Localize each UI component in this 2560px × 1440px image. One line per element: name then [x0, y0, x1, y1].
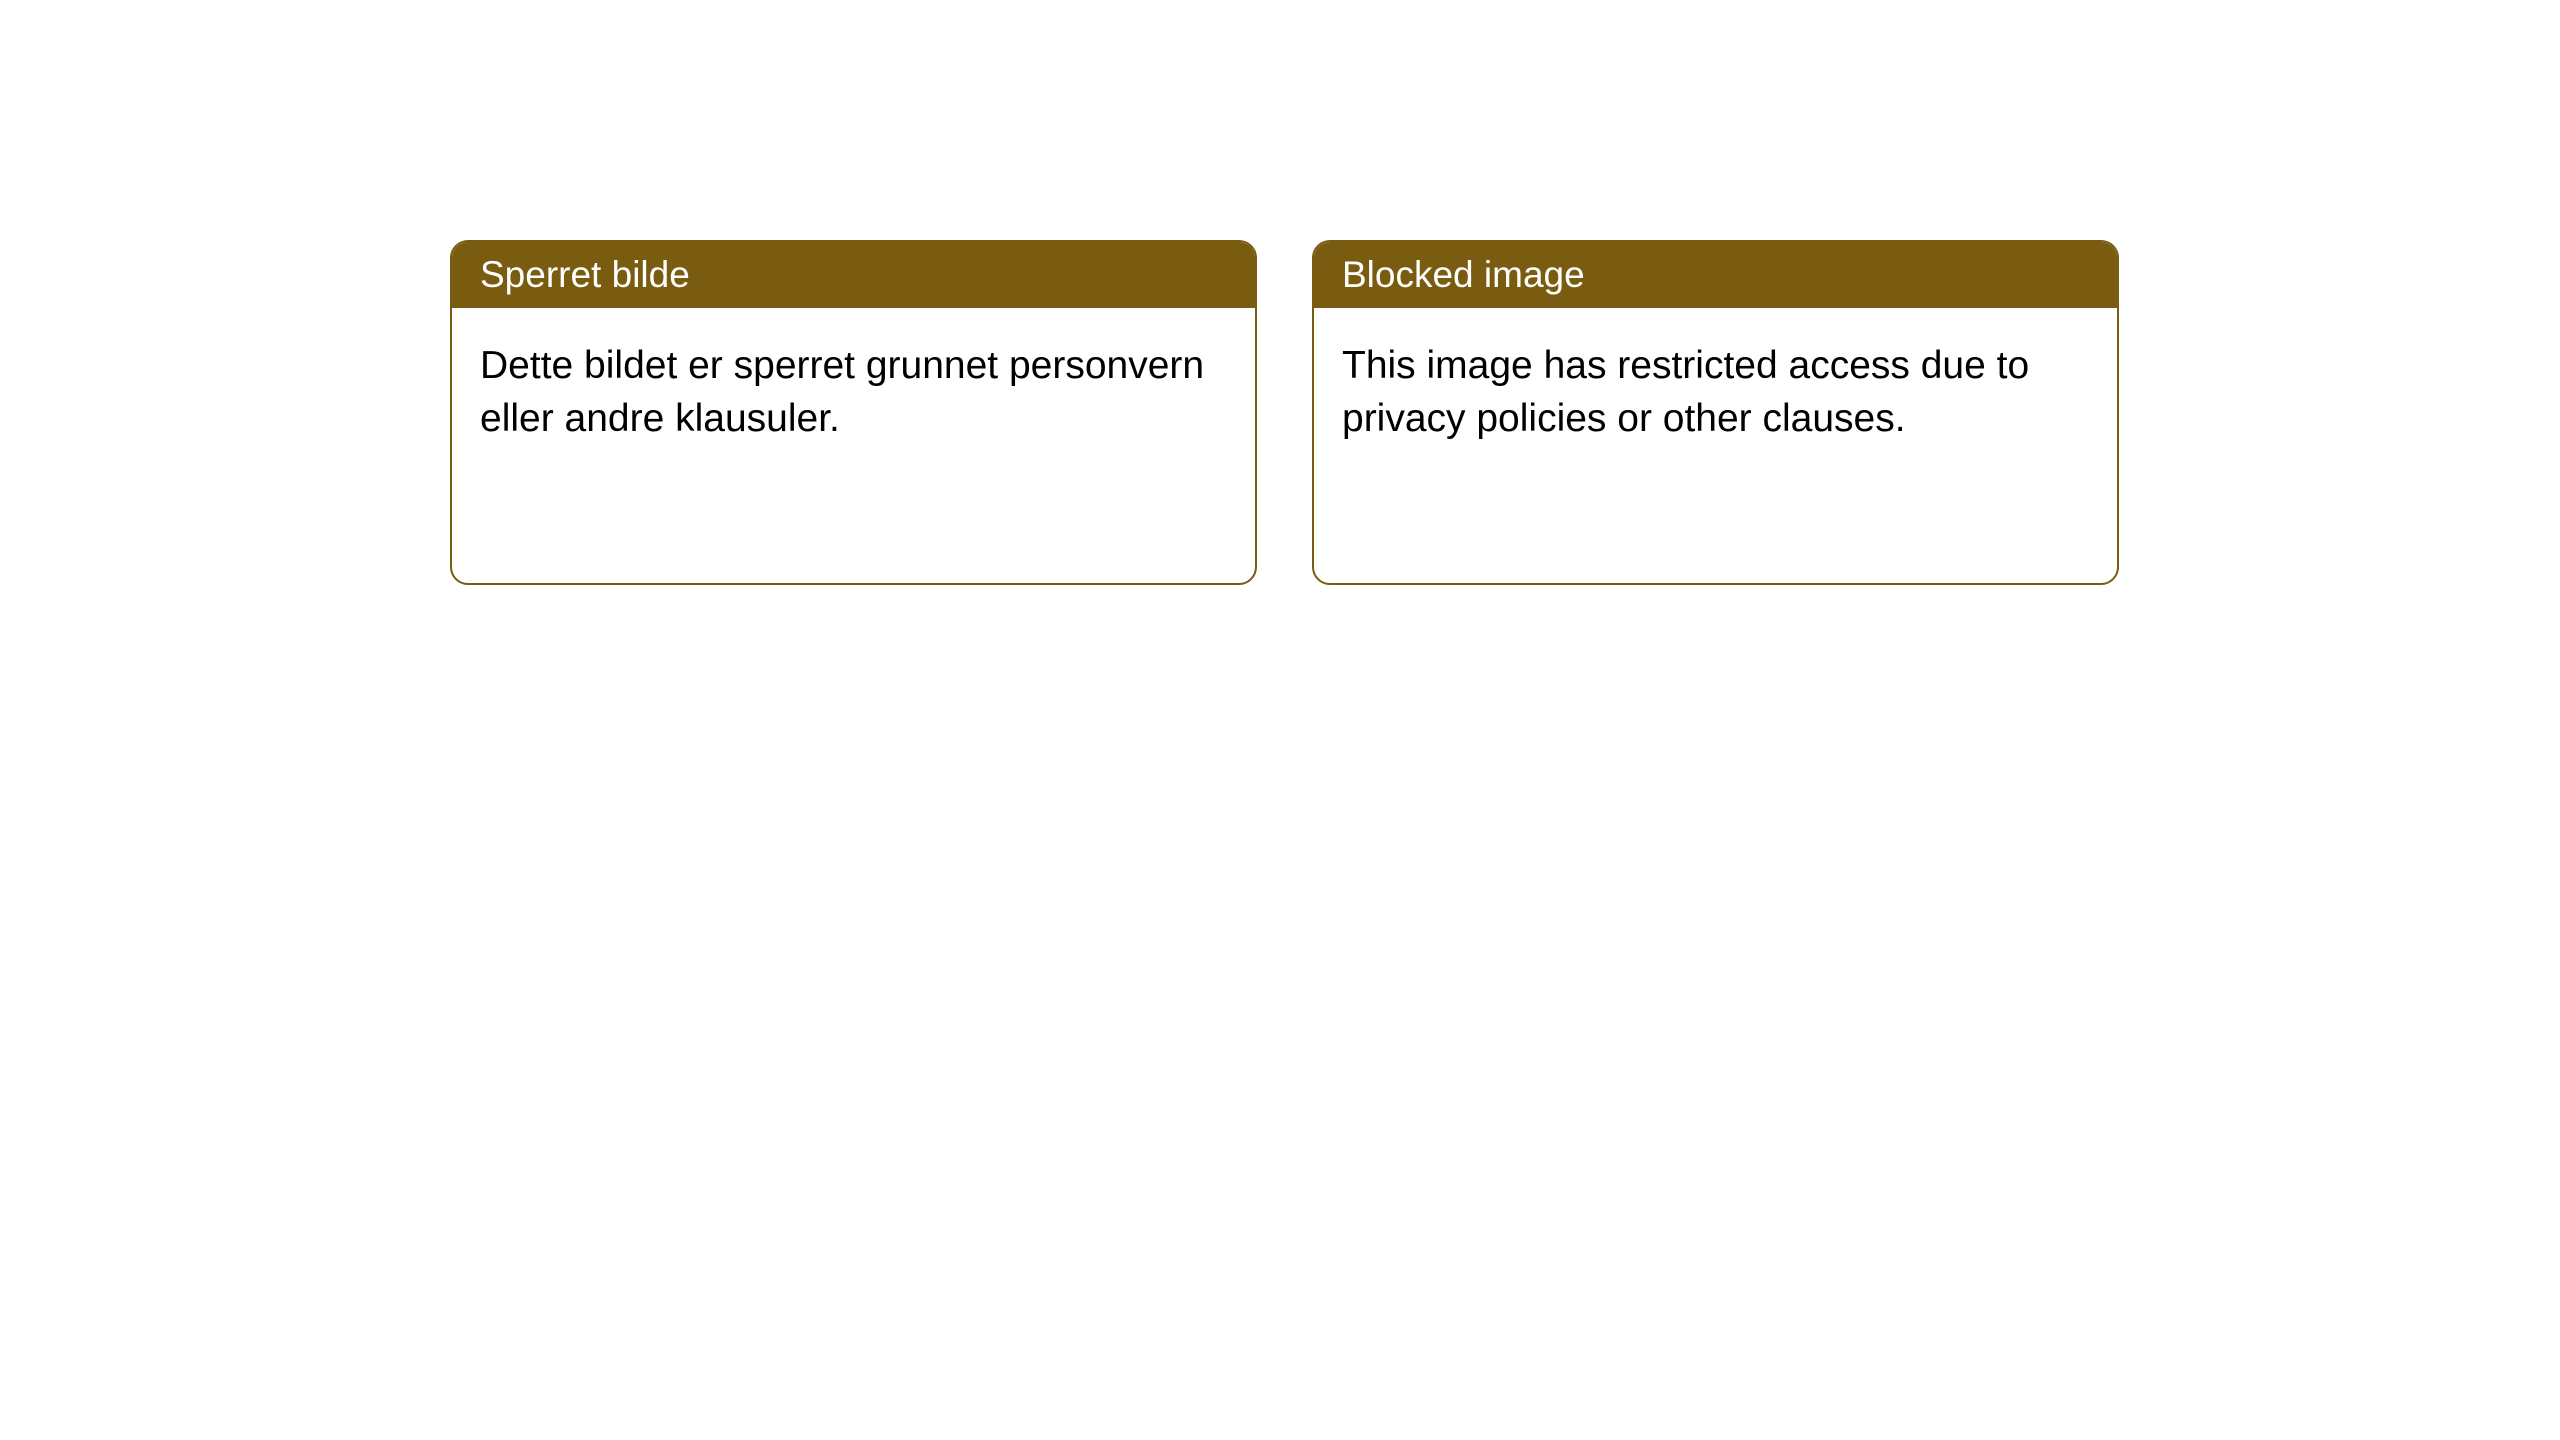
- blocked-image-card-no: Sperret bilde Dette bildet er sperret gr…: [450, 240, 1257, 585]
- card-title-no: Sperret bilde: [452, 242, 1255, 308]
- card-body-en: This image has restricted access due to …: [1314, 308, 2117, 583]
- blocked-image-card-en: Blocked image This image has restricted …: [1312, 240, 2119, 585]
- card-title-en: Blocked image: [1314, 242, 2117, 308]
- notice-container: Sperret bilde Dette bildet er sperret gr…: [0, 0, 2560, 585]
- card-body-no: Dette bildet er sperret grunnet personve…: [452, 308, 1255, 583]
